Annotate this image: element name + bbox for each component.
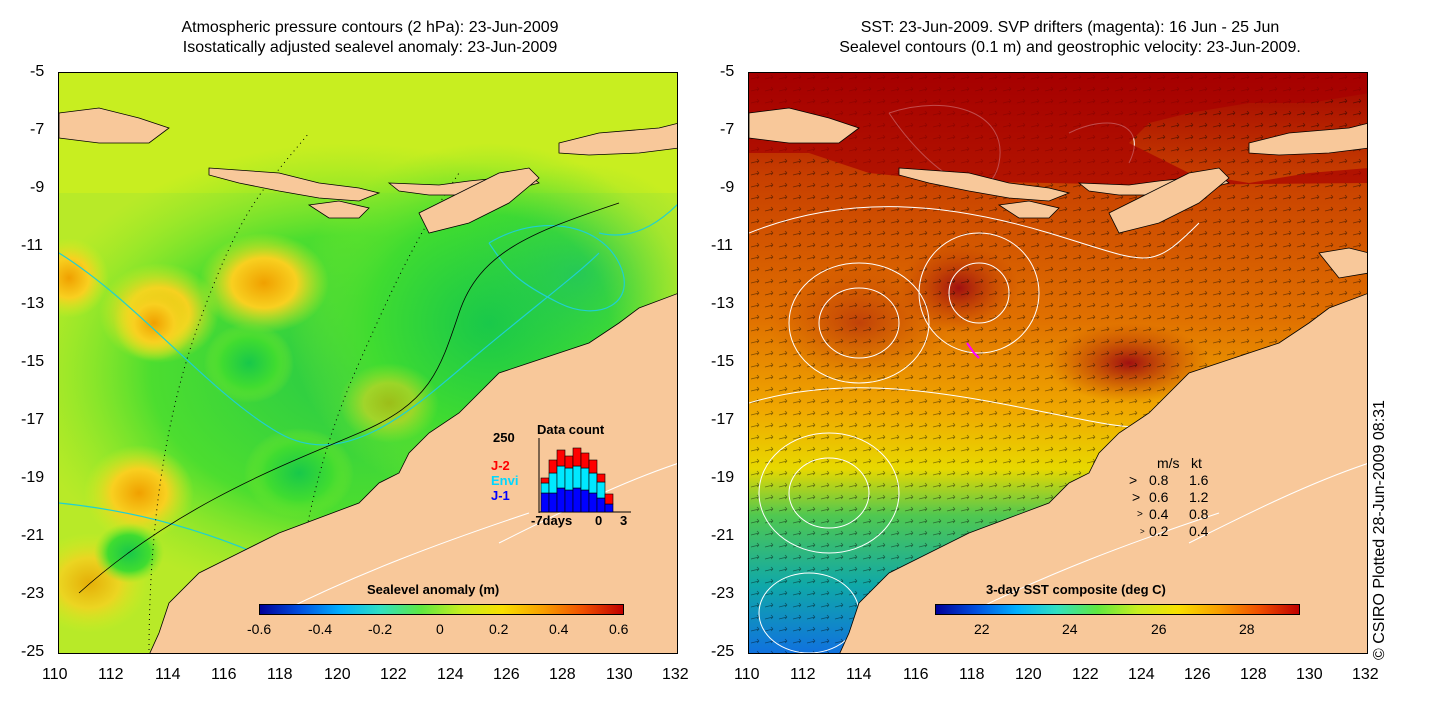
data-count-x-zero: 0	[595, 513, 603, 528]
x-tick-label: 122	[1072, 666, 1099, 683]
left-title-line2: Isostatically adjusted sealevel anomaly:…	[182, 39, 558, 56]
x-tick-label: 130	[606, 666, 633, 683]
right-cb-tick: 24	[1062, 621, 1078, 637]
y-tick-label: -17	[711, 411, 735, 428]
y-tick-label: -5	[720, 63, 735, 80]
x-tick-label: 112	[790, 666, 816, 683]
x-tick-label: 126	[1184, 666, 1211, 683]
x-tick-label: 116	[211, 666, 237, 683]
x-tick-label: 118	[959, 666, 985, 683]
data-count-x-start: -7days	[531, 513, 573, 528]
left-title: Atmospheric pressure contours (2 hPa): 2…	[70, 18, 670, 58]
data-count-x-end: 3	[620, 513, 628, 528]
data-count-ymax: 250	[493, 430, 515, 445]
y-tick-label: -19	[21, 469, 45, 486]
right-title-line1: SST: 23-Jun-2009. SVP drifters (magenta)…	[860, 19, 1280, 36]
x-tick-label: 118	[267, 666, 293, 683]
y-tick-label: -15	[21, 353, 45, 370]
left-cb-tick: 0.2	[489, 621, 509, 637]
velocity-arrow-icon: >	[1137, 509, 1143, 520]
y-tick-label: -23	[21, 585, 45, 602]
x-tick-label: 114	[846, 666, 872, 683]
left-cb-tick: -0.4	[308, 621, 333, 637]
left-colorbar-ticks: -0.6 -0.4 -0.2 0 0.2 0.4 0.6	[59, 621, 677, 639]
y-tick-label: -25	[21, 643, 45, 660]
right-title: SST: 23-Jun-2009. SVP drifters (magenta)…	[745, 18, 1395, 58]
x-tick-label: 120	[324, 666, 351, 683]
right-cb-tick: 22	[974, 621, 990, 637]
y-tick-label: -21	[711, 527, 735, 544]
x-tick-label: 116	[903, 666, 929, 683]
velocity-legend-ms: 0.4	[1149, 506, 1169, 522]
y-tick-label: -7	[720, 121, 735, 138]
x-tick-label: 110	[42, 666, 68, 683]
data-count-inset: 250 Data count J-2 Envi J-1 -7days 0 3	[479, 418, 677, 528]
x-tick-label: 124	[437, 666, 464, 683]
velocity-legend-kt-header: kt	[1191, 455, 1202, 471]
velocity-legend-ms: 0.6	[1149, 489, 1169, 505]
velocity-arrow-icon: >	[1132, 489, 1141, 505]
right-map-panel: m/s kt > 0.8 1.6 > 0.6 1.2 > 0.4 0.8 > 0…	[748, 72, 1368, 654]
data-count-histogram	[538, 438, 631, 513]
left-map-panel: 250 Data count J-2 Envi J-1 -7days 0 3 S…	[58, 72, 678, 654]
right-colorbar	[935, 604, 1300, 615]
y-tick-label: -9	[30, 179, 45, 196]
y-tick-label: -13	[21, 295, 45, 312]
x-tick-label: 130	[1296, 666, 1323, 683]
x-tick-label: 124	[1128, 666, 1155, 683]
left-colorbar	[259, 604, 624, 615]
y-tick-label: -11	[711, 237, 733, 254]
velocity-legend: m/s kt > 0.8 1.6 > 0.6 1.2 > 0.4 0.8 > 0…	[1129, 455, 1249, 540]
y-tick-label: -9	[720, 179, 735, 196]
credit-text: © CSIRO Plotted 28-Jun-2009 08:31	[1371, 400, 1388, 660]
y-tick-label: -21	[21, 527, 45, 544]
x-tick-label: 132	[1352, 666, 1379, 683]
x-tick-label: 114	[155, 666, 181, 683]
x-tick-label: 128	[1240, 666, 1267, 683]
y-tick-label: -13	[711, 295, 735, 312]
sealevel-anomaly-map	[59, 73, 677, 653]
velocity-legend-kt: 0.8	[1189, 506, 1209, 522]
x-tick-label: 110	[734, 666, 760, 683]
right-cb-tick: 28	[1239, 621, 1255, 637]
velocity-legend-kt: 1.6	[1189, 472, 1209, 488]
velocity-legend-kt: 1.2	[1189, 489, 1209, 505]
data-count-title: Data count	[537, 422, 605, 437]
y-tick-label: -25	[711, 643, 735, 660]
data-count-legend-envi: Envi	[491, 473, 519, 488]
data-count-legend-j2: J-2	[491, 458, 510, 473]
right-cb-tick: 26	[1151, 621, 1167, 637]
right-title-line2: Sealevel contours (0.1 m) and geostrophi…	[839, 39, 1301, 56]
y-tick-label: -11	[21, 237, 43, 254]
velocity-legend-ms: 0.8	[1149, 472, 1169, 488]
velocity-legend-kt: 0.4	[1189, 523, 1209, 539]
x-tick-label: 132	[662, 666, 689, 683]
y-tick-label: -7	[30, 121, 45, 138]
left-cb-tick: 0	[436, 621, 444, 637]
left-colorbar-label: Sealevel anomaly (m)	[367, 582, 500, 597]
y-tick-label: -15	[711, 353, 735, 370]
y-tick-label: -5	[30, 63, 45, 80]
velocity-legend-ms: 0.2	[1149, 523, 1169, 539]
velocity-arrow-icon: >	[1129, 472, 1138, 488]
y-tick-label: -23	[711, 585, 735, 602]
velocity-arrow-icon: >	[1140, 527, 1145, 536]
x-tick-label: 112	[98, 666, 124, 683]
right-colorbar-label: 3-day SST composite (deg C)	[986, 582, 1166, 597]
velocity-legend-ms-header: m/s	[1157, 455, 1180, 471]
right-colorbar-ticks: 22 24 26 28	[749, 621, 1367, 639]
x-tick-label: 120	[1015, 666, 1042, 683]
x-tick-label: 128	[549, 666, 576, 683]
left-cb-tick: -0.6	[247, 621, 272, 637]
left-title-line1: Atmospheric pressure contours (2 hPa): 2…	[181, 19, 559, 36]
y-tick-label: -19	[711, 469, 735, 486]
left-cb-tick: 0.6	[609, 621, 629, 637]
left-cb-tick: 0.4	[549, 621, 569, 637]
x-tick-label: 126	[493, 666, 520, 683]
left-cb-tick: -0.2	[368, 621, 393, 637]
sst-map	[749, 73, 1367, 653]
x-tick-label: 122	[380, 666, 407, 683]
y-tick-label: -17	[21, 411, 45, 428]
data-count-legend-j1: J-1	[491, 488, 510, 503]
